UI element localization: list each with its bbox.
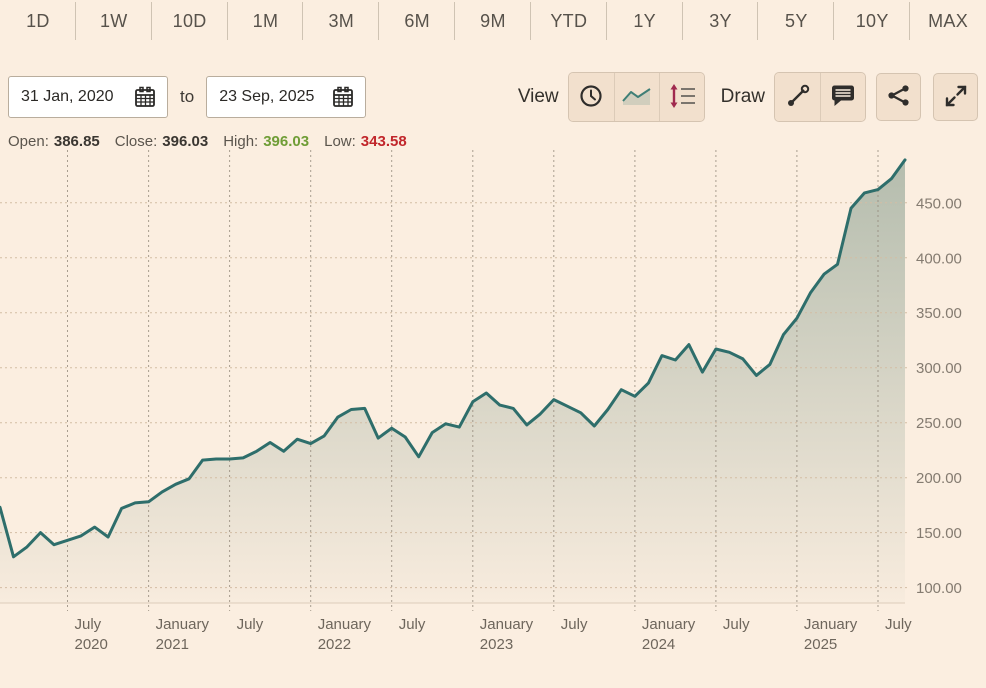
y-axis-label: 450.00 [916, 195, 962, 212]
annotation-tool-button[interactable] [820, 73, 865, 121]
high-label: High: [223, 132, 259, 150]
date-from-input[interactable]: 31 Jan, 2020 [8, 76, 168, 118]
range-button-9m[interactable]: 9M [455, 0, 531, 42]
close-label: Close: [114, 132, 158, 150]
x-axis-label: July [723, 616, 750, 633]
x-axis-label: July [561, 616, 588, 633]
range-button-6m[interactable]: 6M [379, 0, 455, 42]
x-axis-label: 2024 [642, 636, 675, 653]
price-chart[interactable]: 450.00 400.00 350.00 300.00 250.00 200.00 150.… [0, 150, 986, 688]
range-button-1d[interactable]: 1D [0, 0, 76, 42]
range-button-ytd[interactable]: YTD [531, 0, 607, 42]
calendar-icon[interactable] [133, 85, 157, 109]
view-label: View [517, 86, 559, 107]
date-from-value: 31 Jan, 2020 [21, 88, 114, 105]
y-axis-label: 200.00 [916, 470, 962, 487]
range-button-10d[interactable]: 10D [152, 0, 228, 42]
price-line [0, 158, 907, 559]
clock-icon [578, 83, 604, 112]
y-axis-label: 250.00 [916, 415, 962, 432]
x-axis-label: 2025 [804, 636, 837, 653]
x-axis-label: July [75, 616, 102, 633]
controls-row: 31 Jan, 2020 to 23 Sep, 2025 [0, 72, 986, 122]
open-label: Open: [8, 132, 49, 150]
ohlc-readout: Open: 386.85 Close: 396.03 High: 396.03 … [0, 132, 986, 150]
y-axis-label: 300.00 [916, 360, 962, 377]
x-axis-label: January [318, 616, 372, 633]
x-axis-label: January [480, 616, 534, 633]
x-axis-label: 2023 [480, 636, 513, 653]
price-scale-button[interactable] [658, 73, 704, 121]
trendline-icon [785, 83, 811, 112]
x-axis-label: July [399, 616, 426, 633]
x-axis-label: 2021 [156, 636, 189, 653]
expand-arrows-icon [943, 83, 969, 112]
trendline-tool-button[interactable] [775, 73, 820, 121]
range-button-10y[interactable]: 10Y [834, 0, 910, 42]
share-button[interactable] [876, 73, 921, 121]
x-axis-label: July [237, 616, 264, 633]
range-button-max[interactable]: MAX [928, 10, 968, 31]
x-axis-label: 2020 [75, 636, 108, 653]
x-axis-label: July [885, 616, 912, 633]
range-button-5y[interactable]: 5Y [758, 0, 835, 42]
date-to-value: 23 Sep, 2025 [219, 88, 315, 105]
y-axis-label: 150.00 [916, 525, 962, 542]
price-area-fill [0, 159, 905, 603]
range-button-1w[interactable]: 1W [76, 0, 152, 42]
price-scale-icon [668, 83, 696, 112]
price-chart-canvas[interactable]: 450.00 400.00 350.00 300.00 250.00 200.00 150.… [0, 150, 986, 688]
low-label: Low: [324, 132, 356, 150]
x-axis-label: 2022 [318, 636, 351, 653]
line-chart-view-button[interactable] [613, 73, 659, 121]
draw-label: Draw [720, 86, 765, 107]
draw-button-group [774, 72, 866, 122]
y-axis-label: 100.00 [916, 580, 962, 597]
view-button-group [567, 72, 705, 122]
time-view-button[interactable] [568, 73, 614, 121]
share-icon [886, 83, 911, 111]
y-axis-label: 400.00 [916, 250, 962, 267]
range-button-3m[interactable]: 3M [303, 0, 380, 42]
line-chart-icon [621, 85, 652, 110]
date-to-input[interactable]: 23 Sep, 2025 [206, 76, 367, 118]
range-button-1m[interactable]: 1M [228, 0, 304, 42]
range-selector: 1D 1W 10D 1M 3M 6M 9M YTD 1Y 3Y 5Y 10Y MAX [0, 0, 986, 42]
x-axis-label: January [642, 616, 696, 633]
high-value: 396.03 [263, 132, 310, 150]
low-value: 343.58 [360, 132, 407, 150]
x-axis-label: January [804, 616, 858, 633]
fullscreen-button[interactable] [933, 73, 978, 121]
range-button-3y[interactable]: 3Y [683, 0, 759, 42]
y-axis-label: 350.00 [916, 305, 962, 322]
date-range-to-label: to [180, 87, 195, 106]
open-value: 386.85 [53, 132, 100, 150]
x-axis-label: January [156, 616, 210, 633]
calendar-icon[interactable] [331, 85, 355, 109]
comment-icon [830, 84, 856, 111]
close-value: 396.03 [162, 132, 209, 150]
range-button-1y[interactable]: 1Y [607, 0, 683, 42]
